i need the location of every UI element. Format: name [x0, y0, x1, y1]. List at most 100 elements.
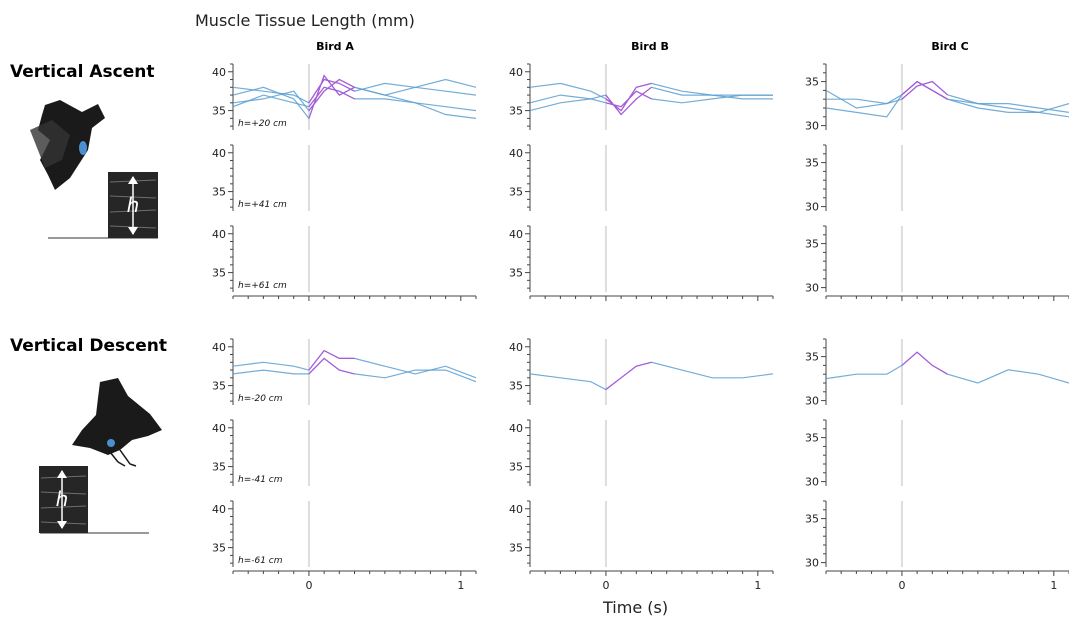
row-height-label: h=-61 cm [238, 556, 283, 566]
y-tick-label: 35 [509, 267, 523, 280]
turkey-wing-ascent [30, 120, 70, 168]
highlight-trace [901, 351, 948, 375]
y-tick-label: 30 [805, 282, 819, 295]
highlight-trace [901, 80, 948, 100]
ascent-bird-illustration: h [30, 100, 158, 239]
y-tick-label: 40 [212, 341, 226, 354]
y-tick-label: 35 [212, 105, 226, 118]
panel-r2-c2: 30 35 [805, 225, 1069, 301]
panel-r4-c0: 35 40 h=-41 cm [212, 419, 310, 486]
trial-trace [826, 80, 1069, 113]
panel-r4-c2: 30 35 [805, 419, 903, 489]
descent-bird-illustration: h [39, 378, 162, 534]
y-tick-label: 40 [509, 66, 523, 79]
y-tick-label: 35 [805, 513, 819, 526]
row-height-label: h=-41 cm [238, 475, 283, 485]
y-tick-label: 35 [509, 380, 523, 393]
trial-trace [529, 90, 773, 112]
x-axis-title: Time (s) [602, 598, 668, 617]
y-tick-label: 35 [212, 267, 226, 280]
y-tick-label: 30 [805, 476, 819, 489]
bird-title-c: Bird C [931, 40, 968, 53]
arrow-down-icon [128, 227, 138, 235]
y-tick-label: 35 [509, 542, 523, 555]
highlight-trace [605, 86, 652, 116]
section-title-descent: Vertical Descent [10, 336, 167, 356]
highlight-trace [308, 78, 355, 104]
y-tick-label: 35 [805, 238, 819, 251]
y-tick-label: 35 [509, 186, 523, 199]
x-tick-label: 0 [305, 579, 312, 592]
panel-r2-c0: 35 40 h=+61 cm [212, 225, 477, 301]
panel-r5-c1: 35 40 0 1 [509, 500, 774, 592]
trial-trace [825, 351, 1069, 384]
section-title-ascent: Vertical Ascent [10, 62, 155, 82]
highlight-trace [308, 86, 355, 108]
y-tick-label: 35 [805, 351, 819, 364]
trial-trace [529, 361, 774, 391]
y-tick-label: 40 [509, 422, 523, 435]
x-tick-label: 1 [1050, 579, 1057, 592]
arrow-up-icon [128, 176, 138, 184]
highlight-trace [308, 78, 355, 111]
highlight-trace [605, 361, 652, 390]
height-symbol-descent: h [56, 487, 69, 511]
highlight-trace [308, 349, 355, 371]
y-tick-label: 40 [212, 503, 226, 516]
y-tick-label: 30 [805, 120, 819, 133]
y-tick-label: 40 [212, 228, 226, 241]
trial-trace [232, 357, 477, 383]
panel-r5-c2: 30 35 0 1 [805, 500, 1069, 592]
y-tick-label: 35 [805, 76, 819, 89]
arrow-up-icon-descent [57, 470, 67, 478]
y-tick-label: 35 [509, 461, 523, 474]
panel-grid: 35 40 h=+20 cm 35 40 30 35 35 40 h=+41 cm 35 40 30 35… [212, 63, 1069, 592]
panel-r1-c2: 30 35 [805, 144, 903, 214]
y-tick-label: 40 [509, 341, 523, 354]
panel-r3-c2: 30 35 [805, 338, 1069, 408]
panel-r3-c0: 35 40 h=-20 cm [212, 338, 477, 405]
y-tick-label: 40 [212, 66, 226, 79]
row-height-label: h=+20 cm [238, 119, 287, 129]
panel-r0-c0: 35 40 h=+20 cm [212, 63, 477, 130]
y-tick-label: 40 [509, 147, 523, 160]
y-tick-label: 40 [509, 503, 523, 516]
row-height-label: h=+61 cm [238, 281, 287, 291]
y-tick-label: 30 [805, 557, 819, 570]
y-tick-label: 35 [212, 461, 226, 474]
panel-r5-c0: 35 40 0 1 h=-61 cm [212, 500, 477, 592]
y-tick-label: 35 [805, 157, 819, 170]
y-tick-label: 40 [509, 228, 523, 241]
y-tick-label: 30 [805, 395, 819, 408]
x-tick-label: 0 [898, 579, 905, 592]
row-height-label: h=+41 cm [238, 200, 287, 210]
y-tick-label: 35 [212, 380, 226, 393]
x-tick-label: 1 [457, 579, 464, 592]
y-tick-label: 40 [212, 422, 226, 435]
panel-r0-c1: 35 40 [509, 63, 773, 130]
turkey-silhouette-descent [72, 378, 162, 455]
bird-title-a: Bird A [316, 40, 354, 53]
y-tick-label: 35 [212, 186, 226, 199]
y-tick-label: 35 [509, 105, 523, 118]
bird-title-b: Bird B [631, 40, 669, 53]
y-tick-label: 30 [805, 201, 819, 214]
highlight-trace [605, 90, 652, 108]
turkey-legs-descent [109, 449, 137, 467]
y-tick-label: 40 [212, 147, 226, 160]
muscle-marker-ascent [79, 141, 87, 155]
y-tick-label: 35 [212, 542, 226, 555]
trial-trace [529, 86, 773, 116]
row-height-label: h=-20 cm [238, 394, 283, 404]
y-axis-title: Muscle Tissue Length (mm) [195, 11, 415, 30]
panel-r1-c0: 35 40 h=+41 cm [212, 144, 310, 211]
panel-r1-c1: 35 40 [509, 144, 607, 211]
x-tick-label: 0 [602, 579, 609, 592]
panel-r2-c1: 35 40 [509, 225, 774, 301]
panel-r3-c1: 35 40 [509, 338, 774, 405]
panel-r4-c1: 35 40 [509, 419, 607, 486]
muscle-marker-descent [107, 439, 115, 447]
x-tick-label: 1 [754, 579, 761, 592]
highlight-trace [308, 357, 355, 375]
